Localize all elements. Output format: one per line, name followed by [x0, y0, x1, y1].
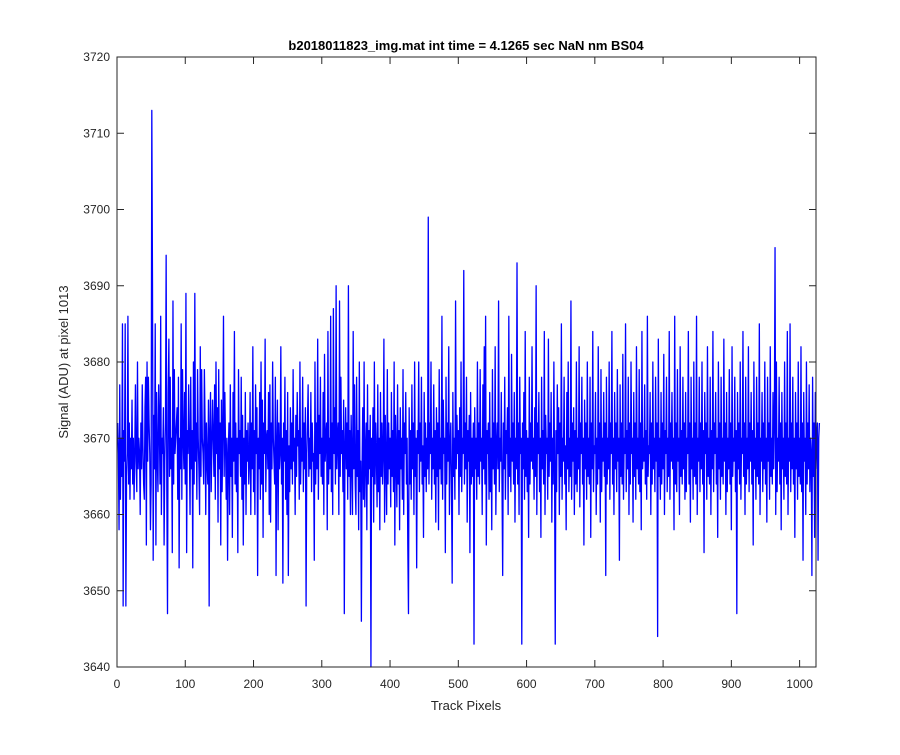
x-axis-label: Track Pixels — [431, 698, 502, 713]
y-tick-label: 3640 — [83, 660, 110, 674]
y-tick-label: 3680 — [83, 355, 110, 369]
x-tick-label: 800 — [653, 677, 673, 691]
chart-title: b2018011823_img.mat int time = 4.1265 se… — [288, 38, 644, 53]
y-tick-label: 3670 — [83, 431, 110, 445]
y-tick-label: 3660 — [83, 508, 110, 522]
x-tick-label: 0 — [114, 677, 121, 691]
y-tick-label: 3650 — [83, 584, 110, 598]
y-axis-label: Signal (ADU) at pixel 1013 — [56, 285, 71, 438]
y-tick-label: 3690 — [83, 279, 110, 293]
x-tick-label: 1000 — [786, 677, 813, 691]
x-tick-label: 400 — [380, 677, 400, 691]
y-tick-label: 3700 — [83, 203, 110, 217]
x-tick-label: 900 — [721, 677, 741, 691]
series-line-1 — [117, 109, 821, 668]
series-layer — [117, 109, 821, 668]
x-tick-label: 600 — [517, 677, 537, 691]
x-tick-label: 500 — [448, 677, 468, 691]
y-ticks: 3640 3650 3660 3670 3680 3690 3700 3710 3720 — [83, 50, 816, 674]
x-tick-label: 700 — [585, 677, 605, 691]
y-tick-label: 3710 — [83, 126, 110, 140]
x-ticks: 0 100 200 300 400 500 600 700 800 900 1000 — [114, 57, 813, 691]
x-tick-label: 100 — [175, 677, 195, 691]
x-tick-label: 300 — [312, 677, 332, 691]
y-tick-label: 3720 — [83, 50, 110, 64]
plot-background — [117, 57, 816, 667]
x-tick-label: 200 — [244, 677, 264, 691]
